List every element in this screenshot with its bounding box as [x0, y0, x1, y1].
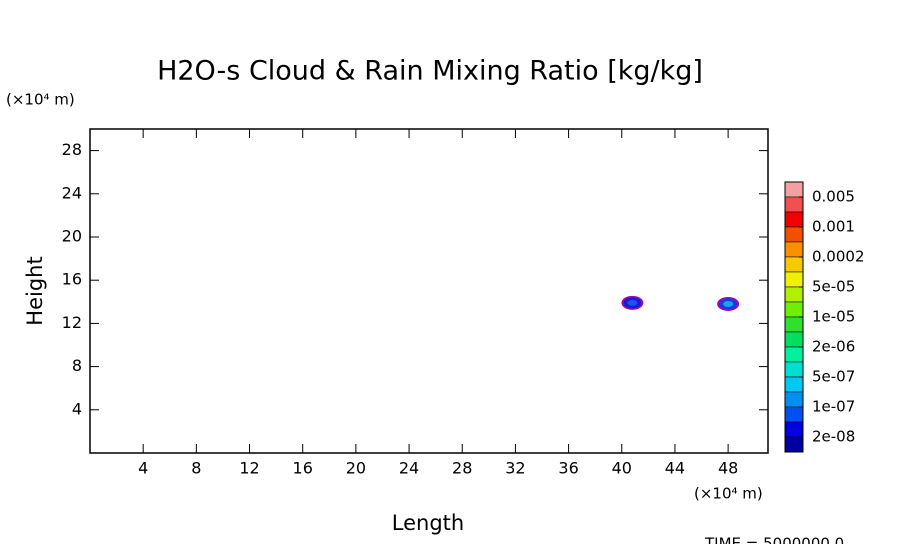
colorbar-swatch — [784, 406, 804, 423]
y-tick-label: 12 — [62, 313, 82, 332]
x-tick-label: 32 — [505, 459, 525, 478]
colorbar-swatch — [784, 391, 804, 408]
colorbar-swatch — [784, 256, 804, 273]
x-tick-label: 20 — [346, 459, 366, 478]
x-tick-label: 24 — [399, 459, 419, 478]
colorbar-swatch — [784, 226, 804, 243]
colorbar-label: 0.005 — [812, 188, 855, 206]
contour-blob — [717, 296, 740, 311]
colorbar-label: 5e-05 — [812, 278, 855, 296]
y-tick-label: 20 — [62, 227, 82, 246]
x-tick-label: 4 — [138, 459, 148, 478]
y-tick-label: 4 — [72, 399, 82, 418]
footer: TIME = 5000000.0 — [704, 535, 844, 544]
plot-frame — [89, 128, 769, 454]
colorbar-swatch — [784, 316, 804, 333]
colorbar-swatch — [784, 301, 804, 318]
y-unit: (×10⁴ m) — [6, 91, 75, 109]
colorbar-swatch — [784, 271, 804, 288]
x-tick-label: 36 — [558, 459, 578, 478]
y-tick-label: 16 — [62, 270, 82, 289]
contour-level — [723, 300, 734, 307]
colorbar-swatch — [784, 286, 804, 303]
colorbar-swatch — [784, 346, 804, 363]
y-axis-label: Height — [23, 256, 47, 325]
colorbar-swatch — [784, 436, 804, 453]
colorbar-label: 1e-05 — [812, 308, 855, 326]
x-tick-label: 40 — [612, 459, 632, 478]
colorbar-swatch — [784, 331, 804, 348]
x-tick-label: 28 — [452, 459, 472, 478]
x-tick-label: 16 — [293, 459, 313, 478]
x-tick-label: 8 — [191, 459, 201, 478]
contour-blob — [621, 295, 644, 310]
colorbar-swatch — [784, 196, 804, 213]
colorbar-label: 5e-07 — [812, 368, 855, 386]
x-tick-label: 48 — [718, 459, 738, 478]
colorbar-swatch — [784, 211, 804, 228]
chart-title: H2O-s Cloud & Rain Mixing Ratio [kg/kg] — [157, 56, 703, 87]
x-tick-label: 12 — [239, 459, 259, 478]
contour-level — [627, 299, 638, 306]
colorbar-label: 2e-08 — [812, 428, 855, 446]
y-tick-label: 24 — [62, 183, 82, 202]
colorbar-swatch — [784, 361, 804, 378]
y-tick-label: 28 — [62, 140, 82, 159]
colorbar-swatch — [784, 421, 804, 438]
colorbar-label: 0.001 — [812, 218, 855, 236]
x-axis-label: Length — [392, 511, 464, 535]
colorbar-swatch — [784, 376, 804, 393]
colorbar-label: 2e-06 — [812, 338, 855, 356]
y-tick-label: 8 — [72, 356, 82, 375]
colorbar-swatch — [784, 181, 804, 198]
x-tick-label: 44 — [665, 459, 685, 478]
colorbar-label: 1e-07 — [812, 398, 855, 416]
colorbar-label: 0.0002 — [812, 248, 865, 266]
colorbar-swatch — [784, 241, 804, 258]
x-unit: (×10⁴ m) — [694, 485, 763, 503]
